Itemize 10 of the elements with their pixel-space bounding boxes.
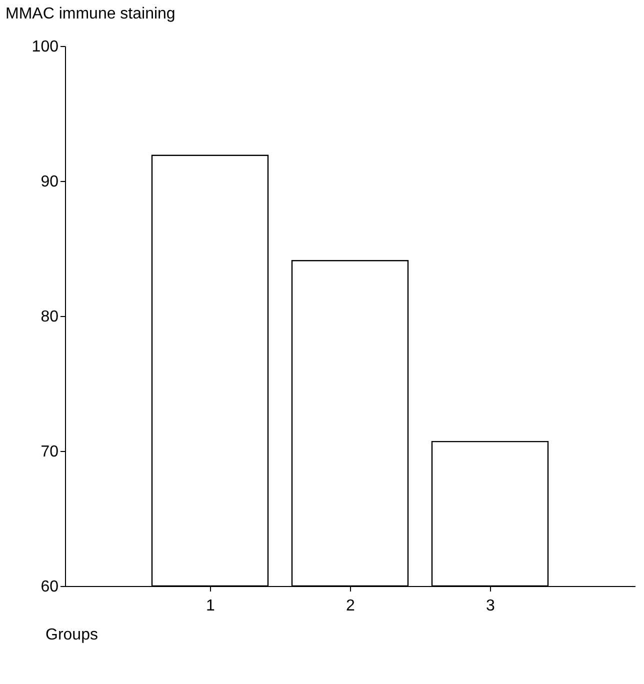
- x-tick-label: 3: [486, 598, 496, 614]
- y-tick-label: 60: [40, 578, 59, 596]
- x-tick-label: 1: [206, 598, 216, 614]
- x-axis-title: Groups: [46, 626, 98, 644]
- y-axis-title: MMAC immune staining: [6, 6, 176, 22]
- x-tick-label: 2: [346, 598, 356, 614]
- y-tick-label: 100: [32, 38, 59, 56]
- y-tick-label: 90: [40, 174, 59, 190]
- y-tick-label: 70: [40, 444, 59, 460]
- y-tick-label: 80: [40, 308, 59, 326]
